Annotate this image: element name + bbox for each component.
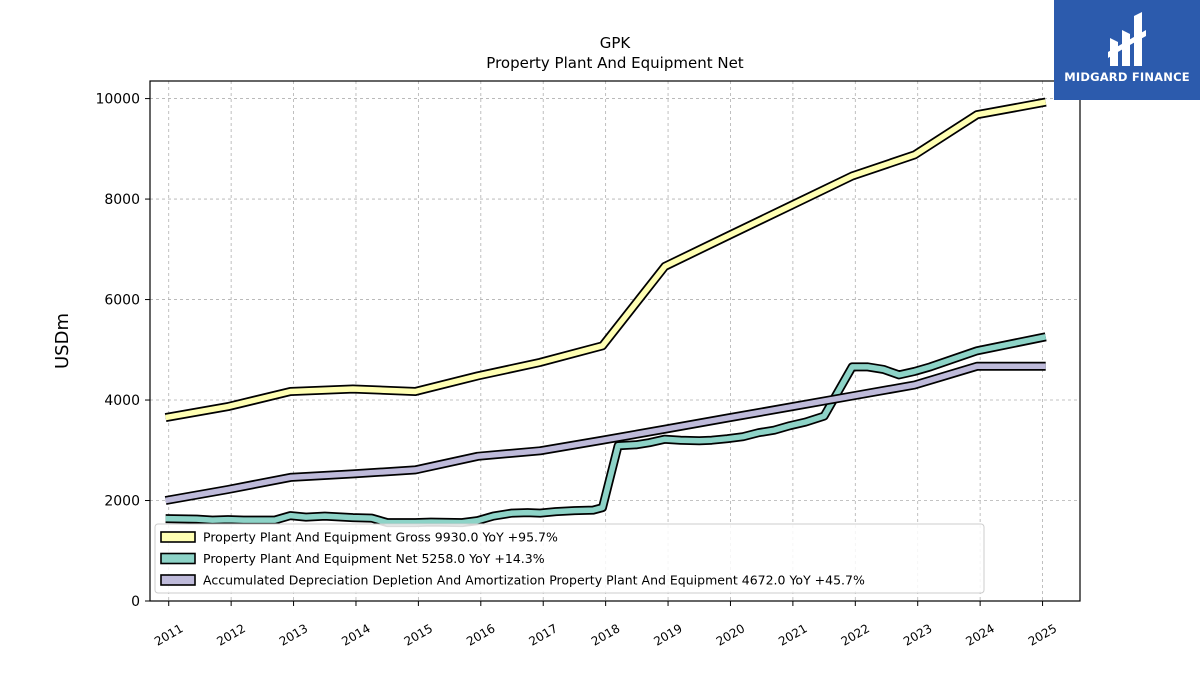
x-tick-label: 2011 [152, 621, 185, 648]
chart-subtitle: Property Plant And Equipment Net [486, 54, 743, 72]
x-tick-label: 2012 [214, 621, 247, 648]
legend-label: Property Plant And Equipment Gross 9930.… [203, 530, 558, 545]
x-tick-label: 2016 [464, 621, 497, 648]
x-tick-label: 2024 [963, 621, 996, 648]
legend-swatch [160, 574, 196, 586]
legend-label: Property Plant And Equipment Net 5258.0 … [203, 551, 545, 566]
y-tick-label: 4000 [104, 393, 140, 409]
plot-area-frame [149, 80, 1081, 602]
brand-badge: MIDGARD FINANCE [1054, 0, 1200, 100]
y-axis-label: USDm [52, 313, 73, 369]
series-3-line [165, 363, 1046, 504]
y-tick-label: 10000 [95, 92, 140, 108]
chart-title: GPK [600, 34, 632, 52]
x-tick-label: 2022 [839, 621, 872, 648]
legend: Property Plant And Equipment Gross 9930.… [154, 523, 985, 594]
x-tick-label: 2020 [714, 621, 747, 648]
y-tick-label: 0 [131, 594, 140, 610]
x-tick-label: 2018 [589, 621, 622, 648]
brand-logo-icon [1108, 12, 1146, 66]
y-tick-label: 8000 [104, 192, 140, 208]
brand-name: MIDGARD FINANCE [1064, 70, 1190, 84]
x-tick-label: 2017 [526, 621, 559, 648]
x-tick-label: 2025 [1026, 621, 1059, 648]
x-tick-label: 2013 [277, 621, 310, 648]
legend-swatch [160, 531, 196, 543]
y-tick-label: 6000 [104, 293, 140, 309]
x-tick-label: 2019 [651, 621, 684, 648]
legend-swatch [160, 552, 196, 565]
x-tick-label: 2015 [402, 621, 435, 648]
legend-box [154, 523, 985, 594]
series-layer [164, 97, 1047, 528]
grid [150, 81, 1080, 602]
series-1-line [165, 99, 1047, 421]
series-2-line [165, 334, 1047, 526]
x-tick-label: 2023 [901, 621, 934, 648]
y-tick-label: 2000 [104, 494, 140, 510]
x-tick-label: 2014 [339, 621, 372, 648]
legend-label: Accumulated Depreciation Depletion And A… [203, 573, 865, 588]
x-tick-label: 2021 [776, 621, 809, 648]
